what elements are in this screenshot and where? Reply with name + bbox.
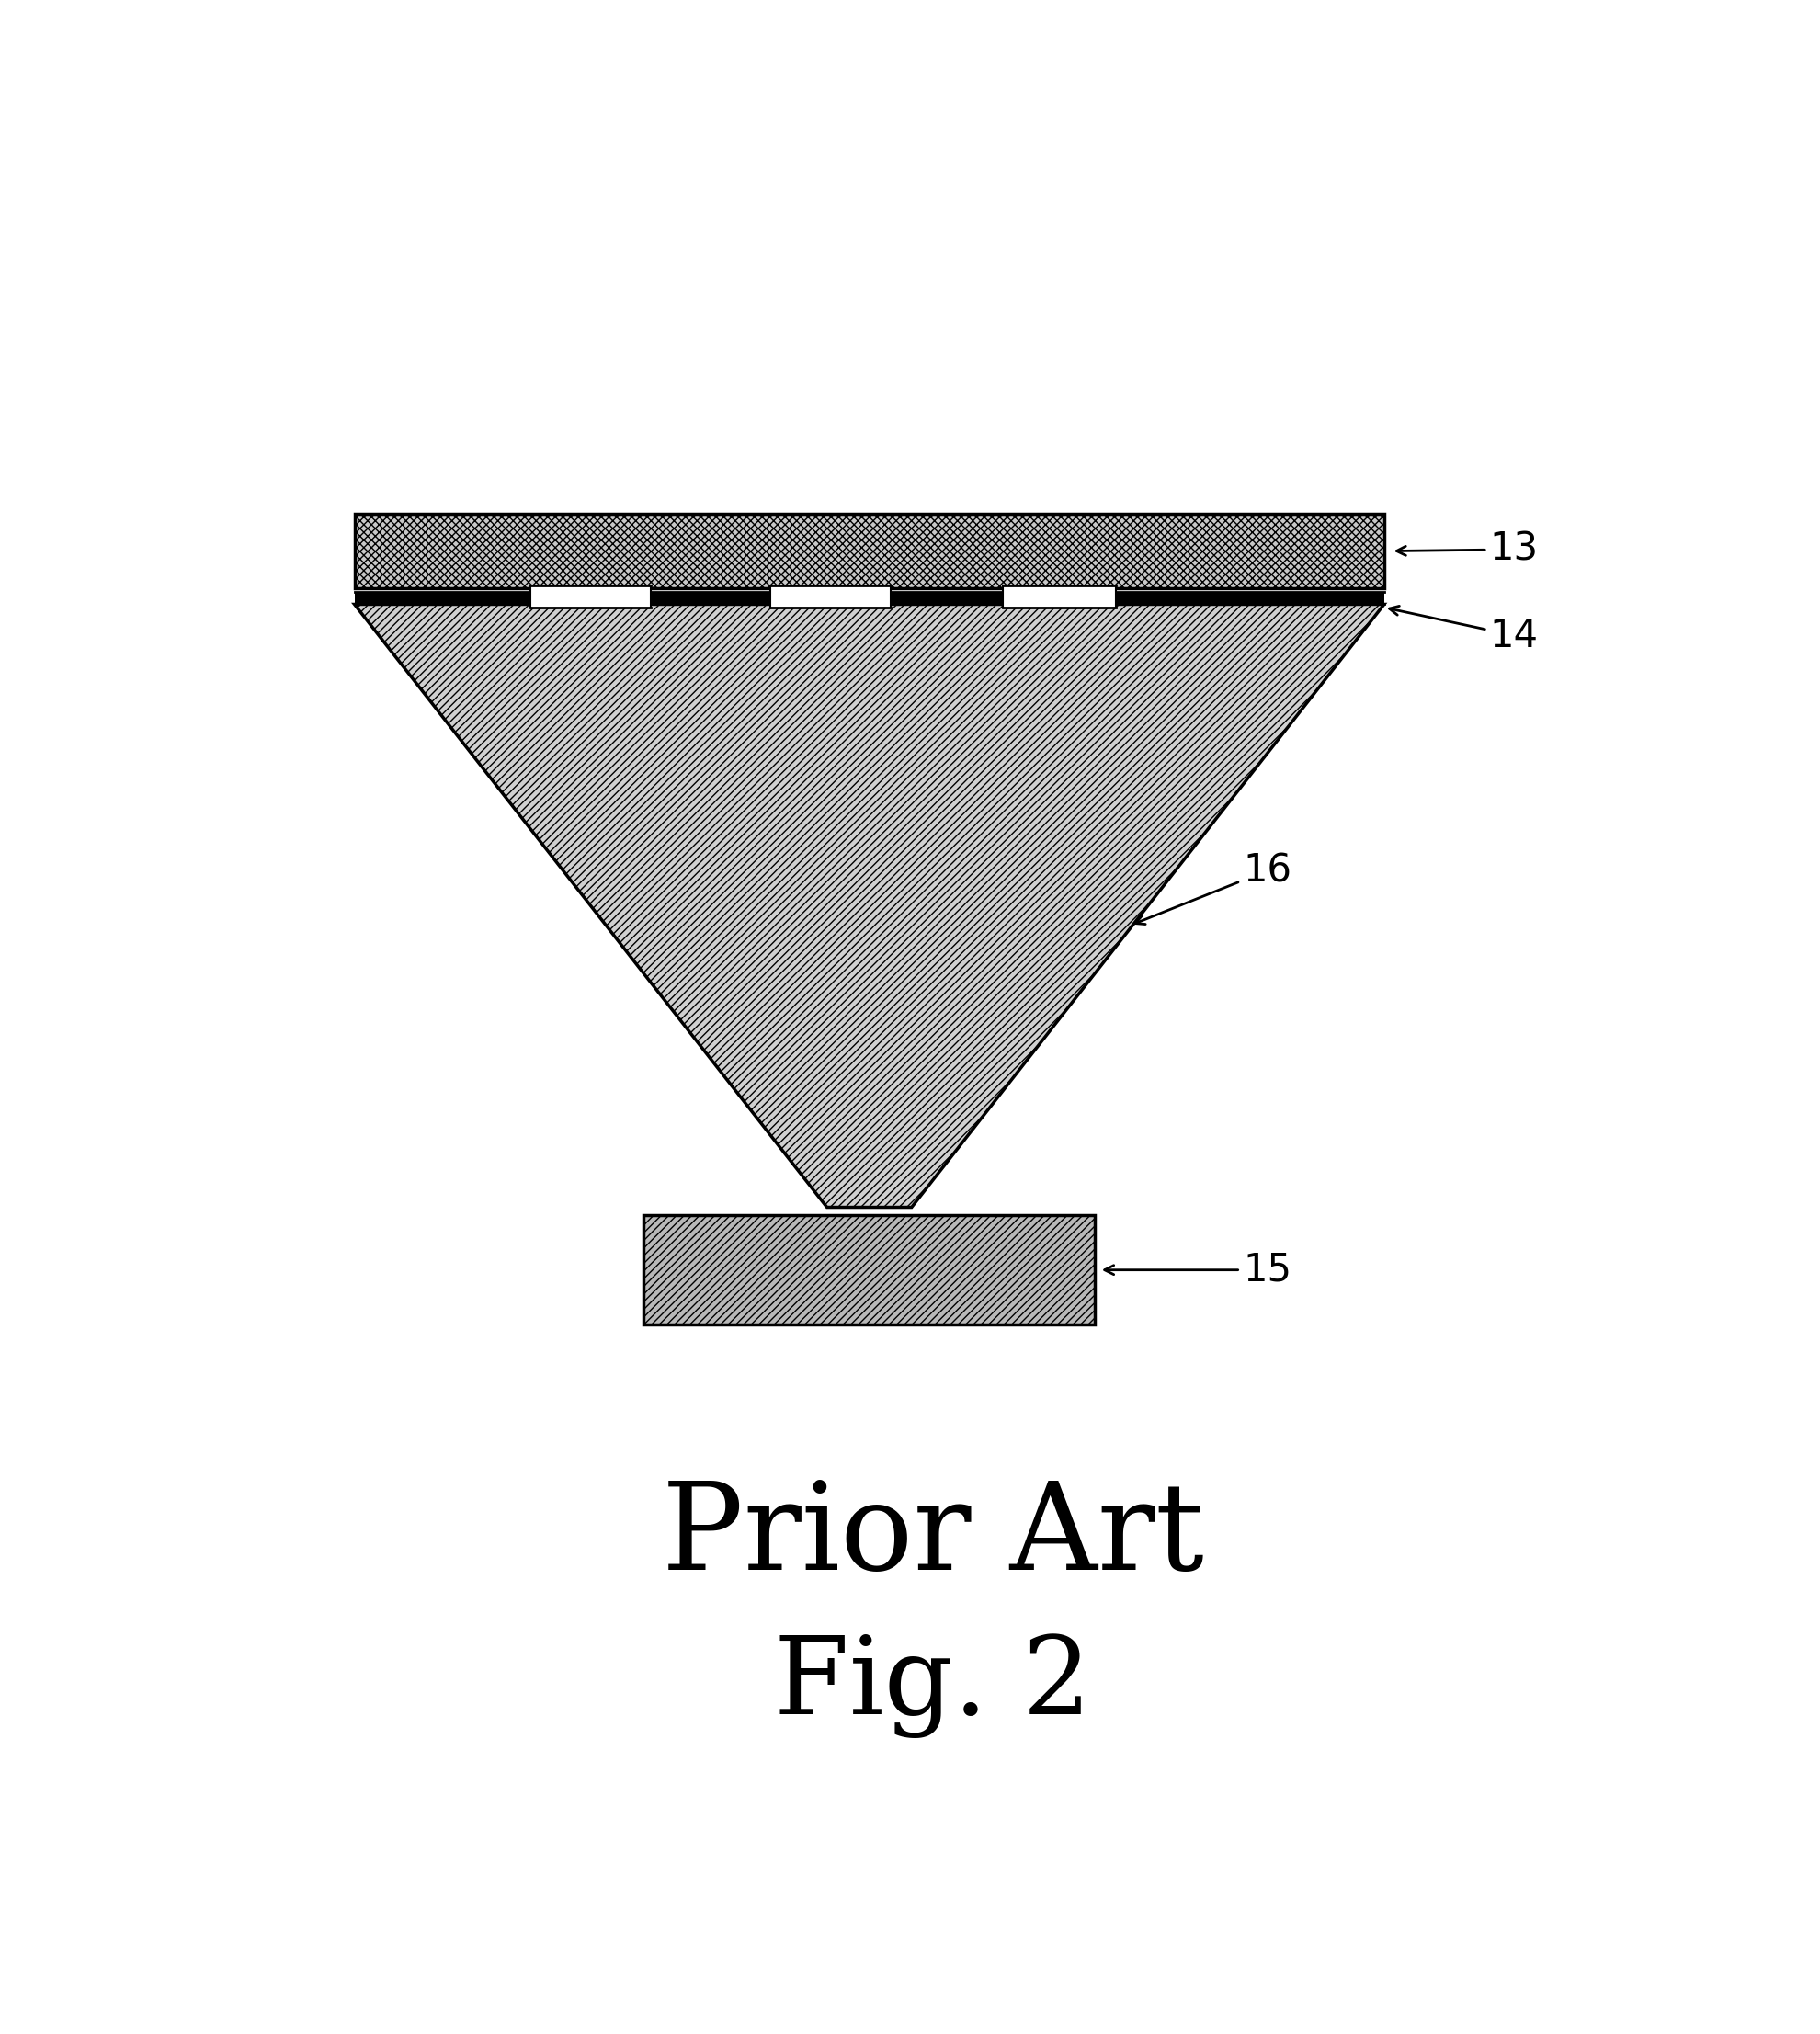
Bar xyxy=(531,586,652,608)
Text: 15: 15 xyxy=(1105,1251,1292,1290)
Text: 16: 16 xyxy=(1136,852,1292,923)
Bar xyxy=(355,592,1383,604)
Text: 14: 14 xyxy=(1389,606,1538,655)
Bar xyxy=(355,513,1383,588)
Bar xyxy=(1003,586,1116,608)
Bar xyxy=(770,586,890,608)
Text: 13: 13 xyxy=(1396,531,1538,570)
Polygon shape xyxy=(355,604,1383,1208)
Text: Fig. 2: Fig. 2 xyxy=(774,1631,1092,1737)
Bar xyxy=(644,1214,1096,1324)
Text: Prior Art: Prior Art xyxy=(662,1477,1203,1595)
